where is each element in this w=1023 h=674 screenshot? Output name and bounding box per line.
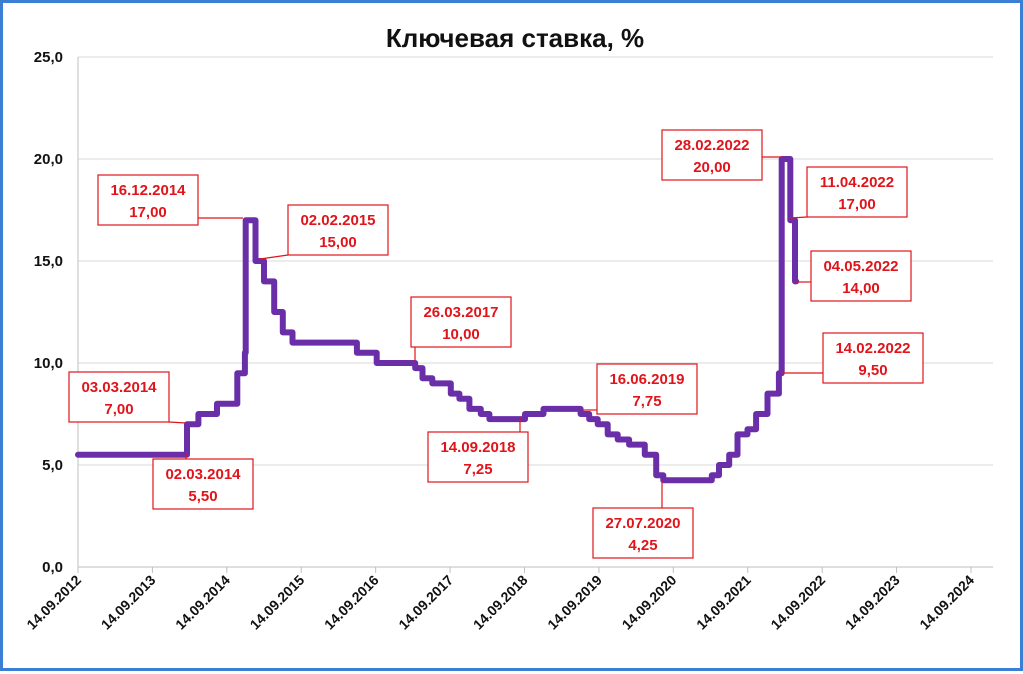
- x-tick-label: 14.09.2013: [98, 572, 159, 633]
- annotation-value: 17,00: [838, 196, 876, 213]
- annotation-value: 7,00: [104, 401, 133, 418]
- annotation-callout: 14.09.2018 7,25: [427, 417, 529, 483]
- y-tick-label: 15,0: [34, 253, 63, 270]
- annotation-date: 03.03.2014: [81, 379, 157, 396]
- x-tick-label: 14.09.2019: [544, 572, 605, 633]
- x-tick-label: 14.09.2012: [23, 572, 84, 633]
- x-tick-label: 14.09.2022: [767, 572, 828, 633]
- annotation-value: 17,00: [129, 204, 167, 221]
- annotation-box: [68, 371, 170, 423]
- x-tick-label: 14.09.2021: [693, 572, 754, 633]
- annotation-callout: 16.12.2014 17,00: [97, 174, 243, 226]
- annotation-callout: 26.03.2017 10,00: [410, 296, 512, 361]
- x-axis-ticks: 14.09.2012 14.09.2013 14.09.2014 14.09.2015…: [23, 567, 977, 633]
- annotation-box: [810, 250, 912, 302]
- annotation-callout: 28.02.2022 20,00: [661, 129, 781, 181]
- annotation-value: 5,50: [188, 488, 217, 505]
- annotation-date: 16.06.2019: [609, 371, 684, 388]
- annotations-layer: 16.12.2014 17,00 02.02.2015 15,00 03.03.2014…: [68, 129, 924, 559]
- annotation-date: 04.05.2022: [823, 258, 898, 275]
- x-tick-label: 14.09.2023: [842, 572, 903, 633]
- annotation-box: [596, 363, 698, 415]
- y-tick-label: 25,0: [34, 49, 63, 66]
- annotation-date: 11.04.2022: [820, 174, 894, 191]
- annotation-date: 26.03.2017: [423, 304, 498, 321]
- annotation-callout: 27.07.2020 4,25: [592, 481, 694, 559]
- annotation-date: 02.03.2014: [165, 466, 241, 483]
- annotation-box: [410, 296, 512, 348]
- y-axis-ticks: 0,0 5,0 10,0 15,0 20,0 25,0: [34, 49, 63, 576]
- annotation-value: 9,50: [858, 362, 887, 379]
- annotation-value: 14,00: [842, 280, 880, 297]
- key-rate-chart: Ключевая ставка, % 0,0 5,0 10,0 15,0 20,0 25,…: [23, 23, 993, 633]
- annotation-leader: [168, 421, 187, 424]
- annotation-date: 28.02.2022: [674, 137, 749, 154]
- chart-title: Ключевая ставка, %: [386, 23, 644, 53]
- y-tick-label: 0,0: [42, 559, 63, 576]
- x-tick-label: 14.09.2018: [470, 572, 531, 633]
- annotation-value: 7,25: [463, 461, 492, 478]
- annotation-box: [287, 204, 389, 256]
- annotation-callout: 02.03.2014 5,50: [152, 454, 254, 510]
- y-tick-label: 20,0: [34, 151, 63, 168]
- annotation-box: [661, 129, 763, 181]
- annotation-box: [427, 431, 529, 483]
- annotation-box: [592, 507, 694, 559]
- annotation-box: [806, 166, 908, 218]
- annotation-date: 02.02.2015: [300, 212, 375, 229]
- annotation-box: [152, 458, 254, 510]
- annotation-callout: 11.04.2022 17,00: [789, 166, 908, 219]
- annotation-value: 20,00: [693, 159, 731, 176]
- annotation-leader: [789, 216, 808, 219]
- annotation-callout: 14.02.2022 9,50: [781, 332, 924, 384]
- x-tick-label: 14.09.2015: [247, 572, 308, 633]
- annotation-callout: 04.05.2022 14,00: [795, 250, 912, 302]
- x-tick-label: 14.09.2017: [395, 572, 456, 633]
- annotation-callout: 16.06.2019 7,75: [583, 363, 698, 415]
- annotation-value: 4,25: [628, 537, 657, 554]
- annotation-date: 27.07.2020: [605, 515, 680, 532]
- annotation-value: 15,00: [319, 234, 357, 251]
- x-tick-label: 14.09.2024: [916, 572, 977, 633]
- x-tick-label: 14.09.2014: [172, 572, 233, 633]
- y-tick-label: 5,0: [42, 457, 63, 474]
- annotation-date: 14.09.2018: [440, 439, 515, 456]
- annotation-value: 10,00: [442, 326, 480, 343]
- annotation-callout: 02.02.2015 15,00: [259, 204, 389, 260]
- x-tick-label: 14.09.2020: [619, 572, 680, 633]
- key-rate-line: [75, 156, 800, 484]
- annotation-callout: 03.03.2014 7,00: [68, 371, 187, 424]
- annotation-box: [97, 174, 199, 226]
- annotation-box: [822, 332, 924, 384]
- series-line-layer: [75, 156, 800, 484]
- annotation-leader: [259, 254, 289, 260]
- x-tick-label: 14.09.2016: [321, 572, 382, 633]
- y-tick-label: 10,0: [34, 355, 63, 372]
- annotation-date: 16.12.2014: [110, 182, 186, 199]
- annotation-value: 7,75: [632, 393, 661, 410]
- annotation-date: 14.02.2022: [835, 340, 910, 357]
